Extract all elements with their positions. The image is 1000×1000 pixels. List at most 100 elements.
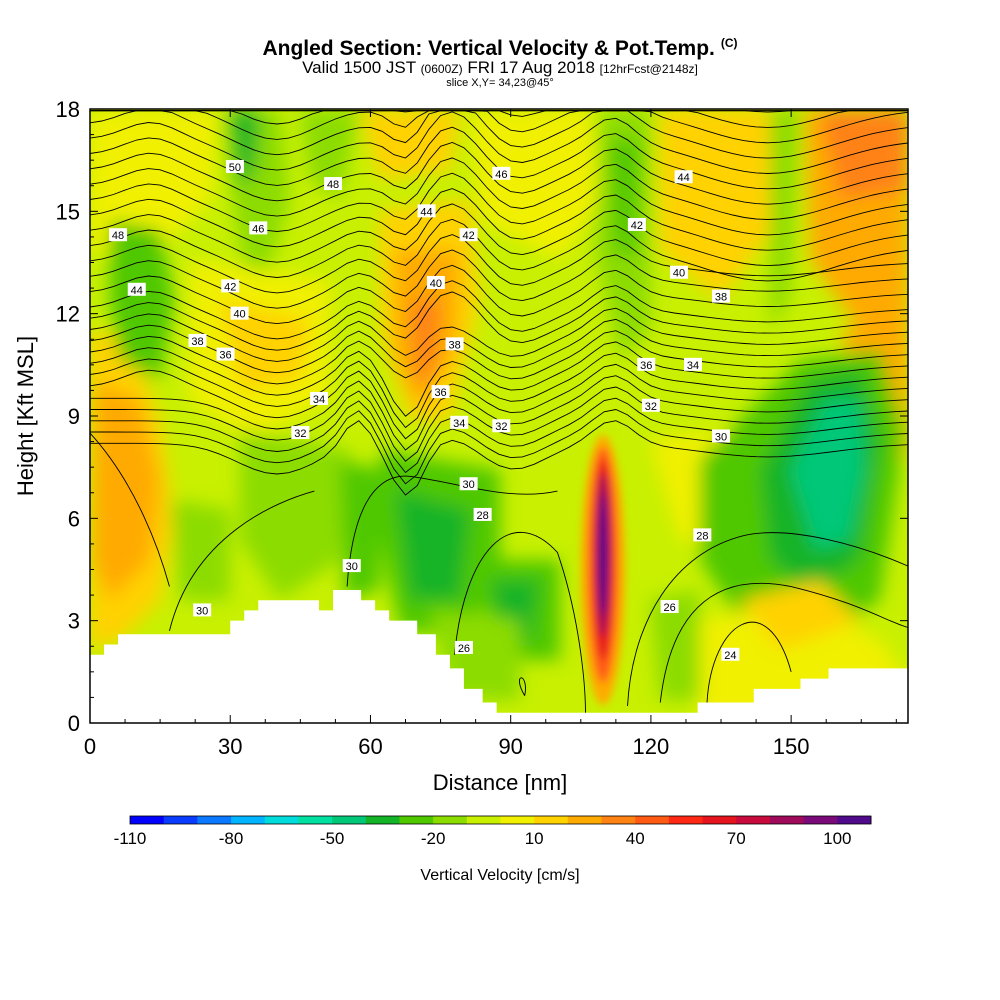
colorbar-swatch <box>298 816 333 824</box>
isentrope-label: 40 <box>669 265 688 280</box>
isentrope-label-text: 40 <box>233 309 245 321</box>
colorbar-swatch <box>837 816 872 824</box>
isentrope-label-bg <box>342 559 361 573</box>
isentrope-line <box>90 341 908 417</box>
y-tick-label: 3 <box>68 609 80 634</box>
isentrope-line <box>90 172 908 236</box>
x-tick-label: 90 <box>498 734 522 759</box>
isentrope-label-bg <box>454 640 473 654</box>
isentrope-label-text: 42 <box>631 220 643 232</box>
isentrope-label-bg <box>188 333 207 347</box>
isentrope-label: 30 <box>193 603 212 617</box>
isentrope-label-text: 40 <box>673 268 685 280</box>
isentrope-label: 36 <box>431 385 450 399</box>
isentrope-label: 28 <box>473 507 492 522</box>
colorbar-tick-label: -20 <box>421 829 446 848</box>
isentrope-label-text: 26 <box>663 602 675 614</box>
isentrope-label: 28 <box>693 528 712 542</box>
isentrope-label-text: 42 <box>224 281 236 293</box>
isentrope-label: 24 <box>721 647 740 662</box>
isentrope-label-bg <box>683 357 702 371</box>
isentrope-label-bg <box>445 337 464 351</box>
isentrope-label: 36 <box>216 347 235 362</box>
y-axis-label: Height [Kft MSL] <box>13 336 38 496</box>
isentrope-line <box>519 677 526 696</box>
y-tick-label: 9 <box>68 404 80 429</box>
isentrope-label: 48 <box>324 177 343 191</box>
chart-subtitle: Valid 1500 JST (0600Z) FRI 17 Aug 2018 [… <box>0 58 1000 78</box>
isentrope-line <box>90 110 908 144</box>
isentrope-line <box>90 188 908 251</box>
isentrope-line <box>90 307 908 362</box>
isentrope-label-bg <box>459 477 478 491</box>
colorbar: -110 -80 -50 -20 10 40 70 100 <box>114 815 872 848</box>
colorbar-swatch <box>803 816 838 824</box>
isentrope-label: 32 <box>492 419 511 433</box>
isentrope-line <box>90 142 908 205</box>
isentrope-label-bg <box>721 647 740 661</box>
isentrope-line <box>90 363 908 440</box>
x-tick-label: 60 <box>358 734 382 759</box>
isentrope-label: 38 <box>445 337 464 351</box>
isentrope-label-bg <box>459 228 478 242</box>
x-tick-label: 150 <box>773 734 810 759</box>
isentrope-label: 44 <box>417 204 436 218</box>
isentrope-line <box>346 475 558 587</box>
colorbar-swatch <box>231 816 266 824</box>
isentrope-label-bg <box>450 415 469 429</box>
isentrope-label-text: 48 <box>327 179 339 191</box>
x-tick-label: 0 <box>84 734 96 759</box>
colorbar-tick-label: 100 <box>823 829 851 848</box>
isentrope-label-bg <box>712 289 731 303</box>
isentrope-label: 46 <box>492 166 511 181</box>
isentrope-label-bg <box>674 170 693 184</box>
isentrope-label-bg <box>221 279 240 293</box>
colorbar-swatch <box>534 816 569 824</box>
velocity-field <box>90 109 908 723</box>
isentrope-label-text: 36 <box>219 350 231 362</box>
isentrope-label-bg <box>225 159 244 173</box>
colorbar-swatch <box>264 816 299 824</box>
isentrope-label-text: 36 <box>434 387 446 399</box>
isentrope-label: 40 <box>426 275 445 290</box>
isentrope-label-text: 36 <box>640 360 652 372</box>
isentrope-label-text: 44 <box>131 285 143 297</box>
isentrope-line <box>90 111 908 174</box>
isentrope-label-text: 46 <box>495 169 507 181</box>
isentrope-label-text: 32 <box>645 401 657 413</box>
isentrope-line <box>90 157 908 220</box>
colorbar-swatch <box>332 816 367 824</box>
colorbar-swatch <box>567 816 603 824</box>
isentrope-label-bg <box>324 177 343 191</box>
colorbar-tick-label: 40 <box>626 829 645 848</box>
isentrope-labels: 50 48 46 44 48 46 44 42 42 44 42 40 40 40 38 38 36 38 36 34… <box>109 159 740 662</box>
chart-title: Angled Section: Vertical Velocity & Pot.… <box>0 36 1000 61</box>
isentrope-label: 44 <box>127 282 146 297</box>
isentrope-label: 42 <box>459 228 478 242</box>
isentrope-label-text: 30 <box>196 605 208 617</box>
colorbar-tick-label: 10 <box>525 829 544 848</box>
valid-date: FRI 17 Aug 2018 <box>467 58 595 77</box>
isentrope-label: 38 <box>712 289 731 304</box>
isentrope-label-text: 48 <box>112 230 124 242</box>
isentrope-line <box>706 622 792 703</box>
isentrope-label-bg <box>627 217 646 231</box>
isentrope-label-text: 44 <box>678 172 690 184</box>
isentrope-label-text: 24 <box>724 650 736 662</box>
isentrope-label-text: 28 <box>477 510 489 522</box>
isentrope-label: 30 <box>712 429 731 443</box>
isentrope-label-bg <box>693 528 712 542</box>
slice-info: slice X,Y= 34,23@45° <box>446 77 554 89</box>
colorbar-swatch <box>635 816 670 824</box>
isentrope-label-text: 34 <box>313 394 325 406</box>
y-tick-label: 15 <box>56 199 80 224</box>
isentrope-label: 38 <box>188 333 207 348</box>
isentrope-line <box>90 218 908 282</box>
isentrope-label: 44 <box>674 170 693 184</box>
colorbar-swatch <box>399 816 434 824</box>
isentrope-label-text: 44 <box>420 206 432 218</box>
isentrope-label-text: 30 <box>715 431 727 443</box>
isentrope-label: 48 <box>109 228 128 242</box>
